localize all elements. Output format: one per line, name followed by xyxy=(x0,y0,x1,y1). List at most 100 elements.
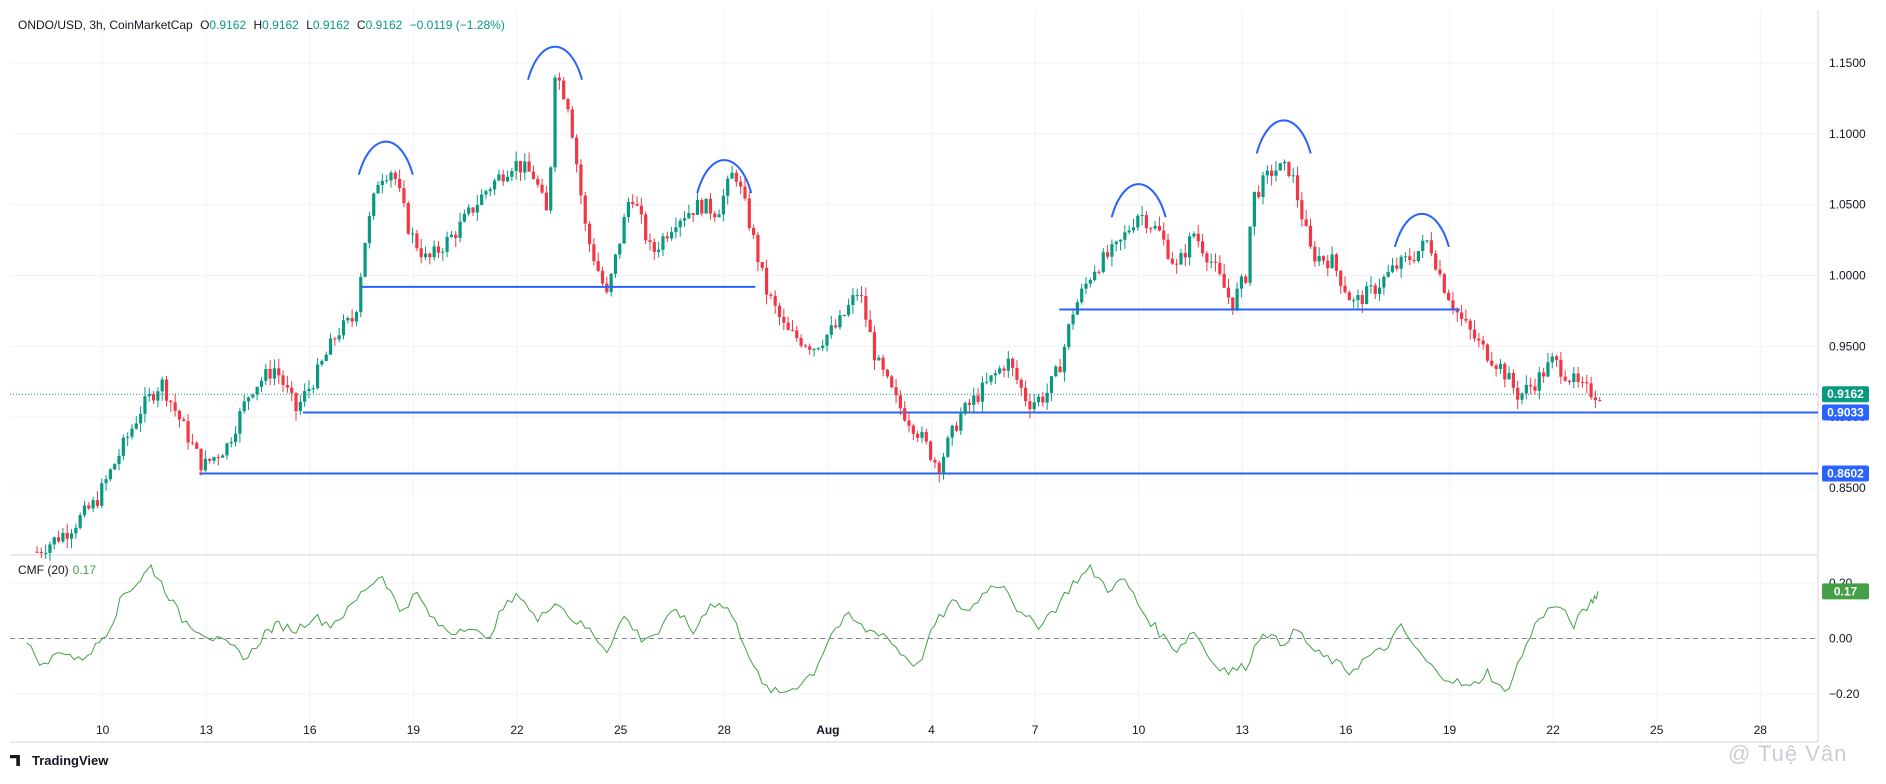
candle[interactable] xyxy=(1175,258,1179,274)
candle[interactable] xyxy=(648,233,652,251)
candle[interactable] xyxy=(825,333,829,352)
tradingview-logo[interactable]: TradingView xyxy=(10,753,108,768)
candle[interactable] xyxy=(661,232,665,256)
candle[interactable] xyxy=(544,185,548,211)
candle[interactable] xyxy=(1533,378,1537,395)
candle[interactable] xyxy=(151,390,156,405)
candle[interactable] xyxy=(920,426,924,443)
candle[interactable] xyxy=(1459,304,1464,326)
candle[interactable] xyxy=(1114,240,1118,252)
candle[interactable] xyxy=(462,209,466,223)
candle[interactable] xyxy=(1166,233,1170,261)
candle[interactable] xyxy=(985,372,989,385)
candle[interactable] xyxy=(769,292,773,300)
candle[interactable] xyxy=(246,396,251,411)
candle[interactable] xyxy=(1537,366,1541,400)
candle[interactable] xyxy=(406,201,410,235)
candle[interactable] xyxy=(294,392,298,421)
candle[interactable] xyxy=(954,421,959,432)
candle[interactable] xyxy=(1183,243,1187,267)
candle[interactable] xyxy=(1075,299,1079,315)
candle[interactable] xyxy=(195,441,199,450)
candle[interactable] xyxy=(1209,253,1213,269)
candle[interactable] xyxy=(989,375,993,386)
candle[interactable] xyxy=(1447,289,1451,301)
candle[interactable] xyxy=(1200,233,1205,257)
candle[interactable] xyxy=(1170,251,1174,265)
candle[interactable] xyxy=(56,530,61,544)
candle[interactable] xyxy=(1270,164,1274,186)
candle[interactable] xyxy=(773,290,777,314)
candle[interactable] xyxy=(592,238,596,266)
candle[interactable] xyxy=(717,209,721,218)
candle[interactable] xyxy=(549,166,553,214)
pattern-arc[interactable] xyxy=(696,159,753,194)
candle[interactable] xyxy=(941,452,946,480)
candle[interactable] xyxy=(1036,394,1041,407)
candle[interactable] xyxy=(376,181,380,194)
candle[interactable] xyxy=(1282,159,1287,171)
candle[interactable] xyxy=(501,169,505,186)
candle[interactable] xyxy=(1485,343,1490,363)
candle[interactable] xyxy=(540,178,544,195)
candle[interactable] xyxy=(354,310,359,327)
candle[interactable] xyxy=(1291,167,1295,183)
candle[interactable] xyxy=(471,207,475,217)
candle[interactable] xyxy=(281,370,285,392)
candle[interactable] xyxy=(734,169,738,187)
candle[interactable] xyxy=(1576,367,1580,388)
candle[interactable] xyxy=(203,450,207,472)
candle[interactable] xyxy=(795,326,799,342)
candle[interactable] xyxy=(743,177,747,201)
candle[interactable] xyxy=(898,390,902,415)
candle[interactable] xyxy=(639,197,643,224)
candle[interactable] xyxy=(78,512,82,530)
candle[interactable] xyxy=(514,151,518,180)
candle[interactable] xyxy=(1554,354,1559,367)
candle[interactable] xyxy=(1408,248,1412,266)
candle[interactable] xyxy=(1365,281,1369,305)
candle[interactable] xyxy=(1546,353,1550,378)
candle[interactable] xyxy=(100,478,104,509)
candle[interactable] xyxy=(1011,357,1015,377)
candle[interactable] xyxy=(199,448,203,476)
candle[interactable] xyxy=(113,463,117,470)
candle[interactable] xyxy=(1339,270,1343,294)
candle[interactable] xyxy=(1598,397,1602,402)
candle[interactable] xyxy=(337,327,341,343)
candle[interactable] xyxy=(1589,376,1593,400)
candle[interactable] xyxy=(475,195,479,221)
candle[interactable] xyxy=(782,308,786,331)
candle[interactable] xyxy=(1110,239,1114,267)
candle[interactable] xyxy=(233,426,238,447)
candle[interactable] xyxy=(1093,265,1097,282)
candle[interactable] xyxy=(1304,209,1308,227)
candle[interactable] xyxy=(834,319,838,329)
candle[interactable] xyxy=(1403,252,1408,263)
candle[interactable] xyxy=(916,430,920,443)
candle[interactable] xyxy=(449,230,454,238)
candle[interactable] xyxy=(1049,375,1054,402)
candle[interactable] xyxy=(156,387,160,408)
candle[interactable] xyxy=(363,242,367,278)
candle[interactable] xyxy=(1196,224,1200,248)
candle[interactable] xyxy=(1559,351,1563,384)
candle[interactable] xyxy=(687,204,691,220)
candle[interactable] xyxy=(1550,352,1554,369)
candle[interactable] xyxy=(1572,367,1576,389)
candle[interactable] xyxy=(1593,390,1598,409)
candle[interactable] xyxy=(652,238,656,260)
candle[interactable] xyxy=(1317,247,1321,267)
candle[interactable] xyxy=(1019,378,1023,397)
candle[interactable] xyxy=(1041,391,1045,407)
candle[interactable] xyxy=(937,460,941,483)
candle[interactable] xyxy=(303,383,307,407)
candle[interactable] xyxy=(1028,393,1032,419)
candle[interactable] xyxy=(1218,255,1222,277)
candle[interactable] xyxy=(890,375,894,389)
candle[interactable] xyxy=(1244,274,1248,285)
candle[interactable] xyxy=(1118,239,1123,251)
candle[interactable] xyxy=(626,197,631,223)
candle[interactable] xyxy=(980,376,985,412)
